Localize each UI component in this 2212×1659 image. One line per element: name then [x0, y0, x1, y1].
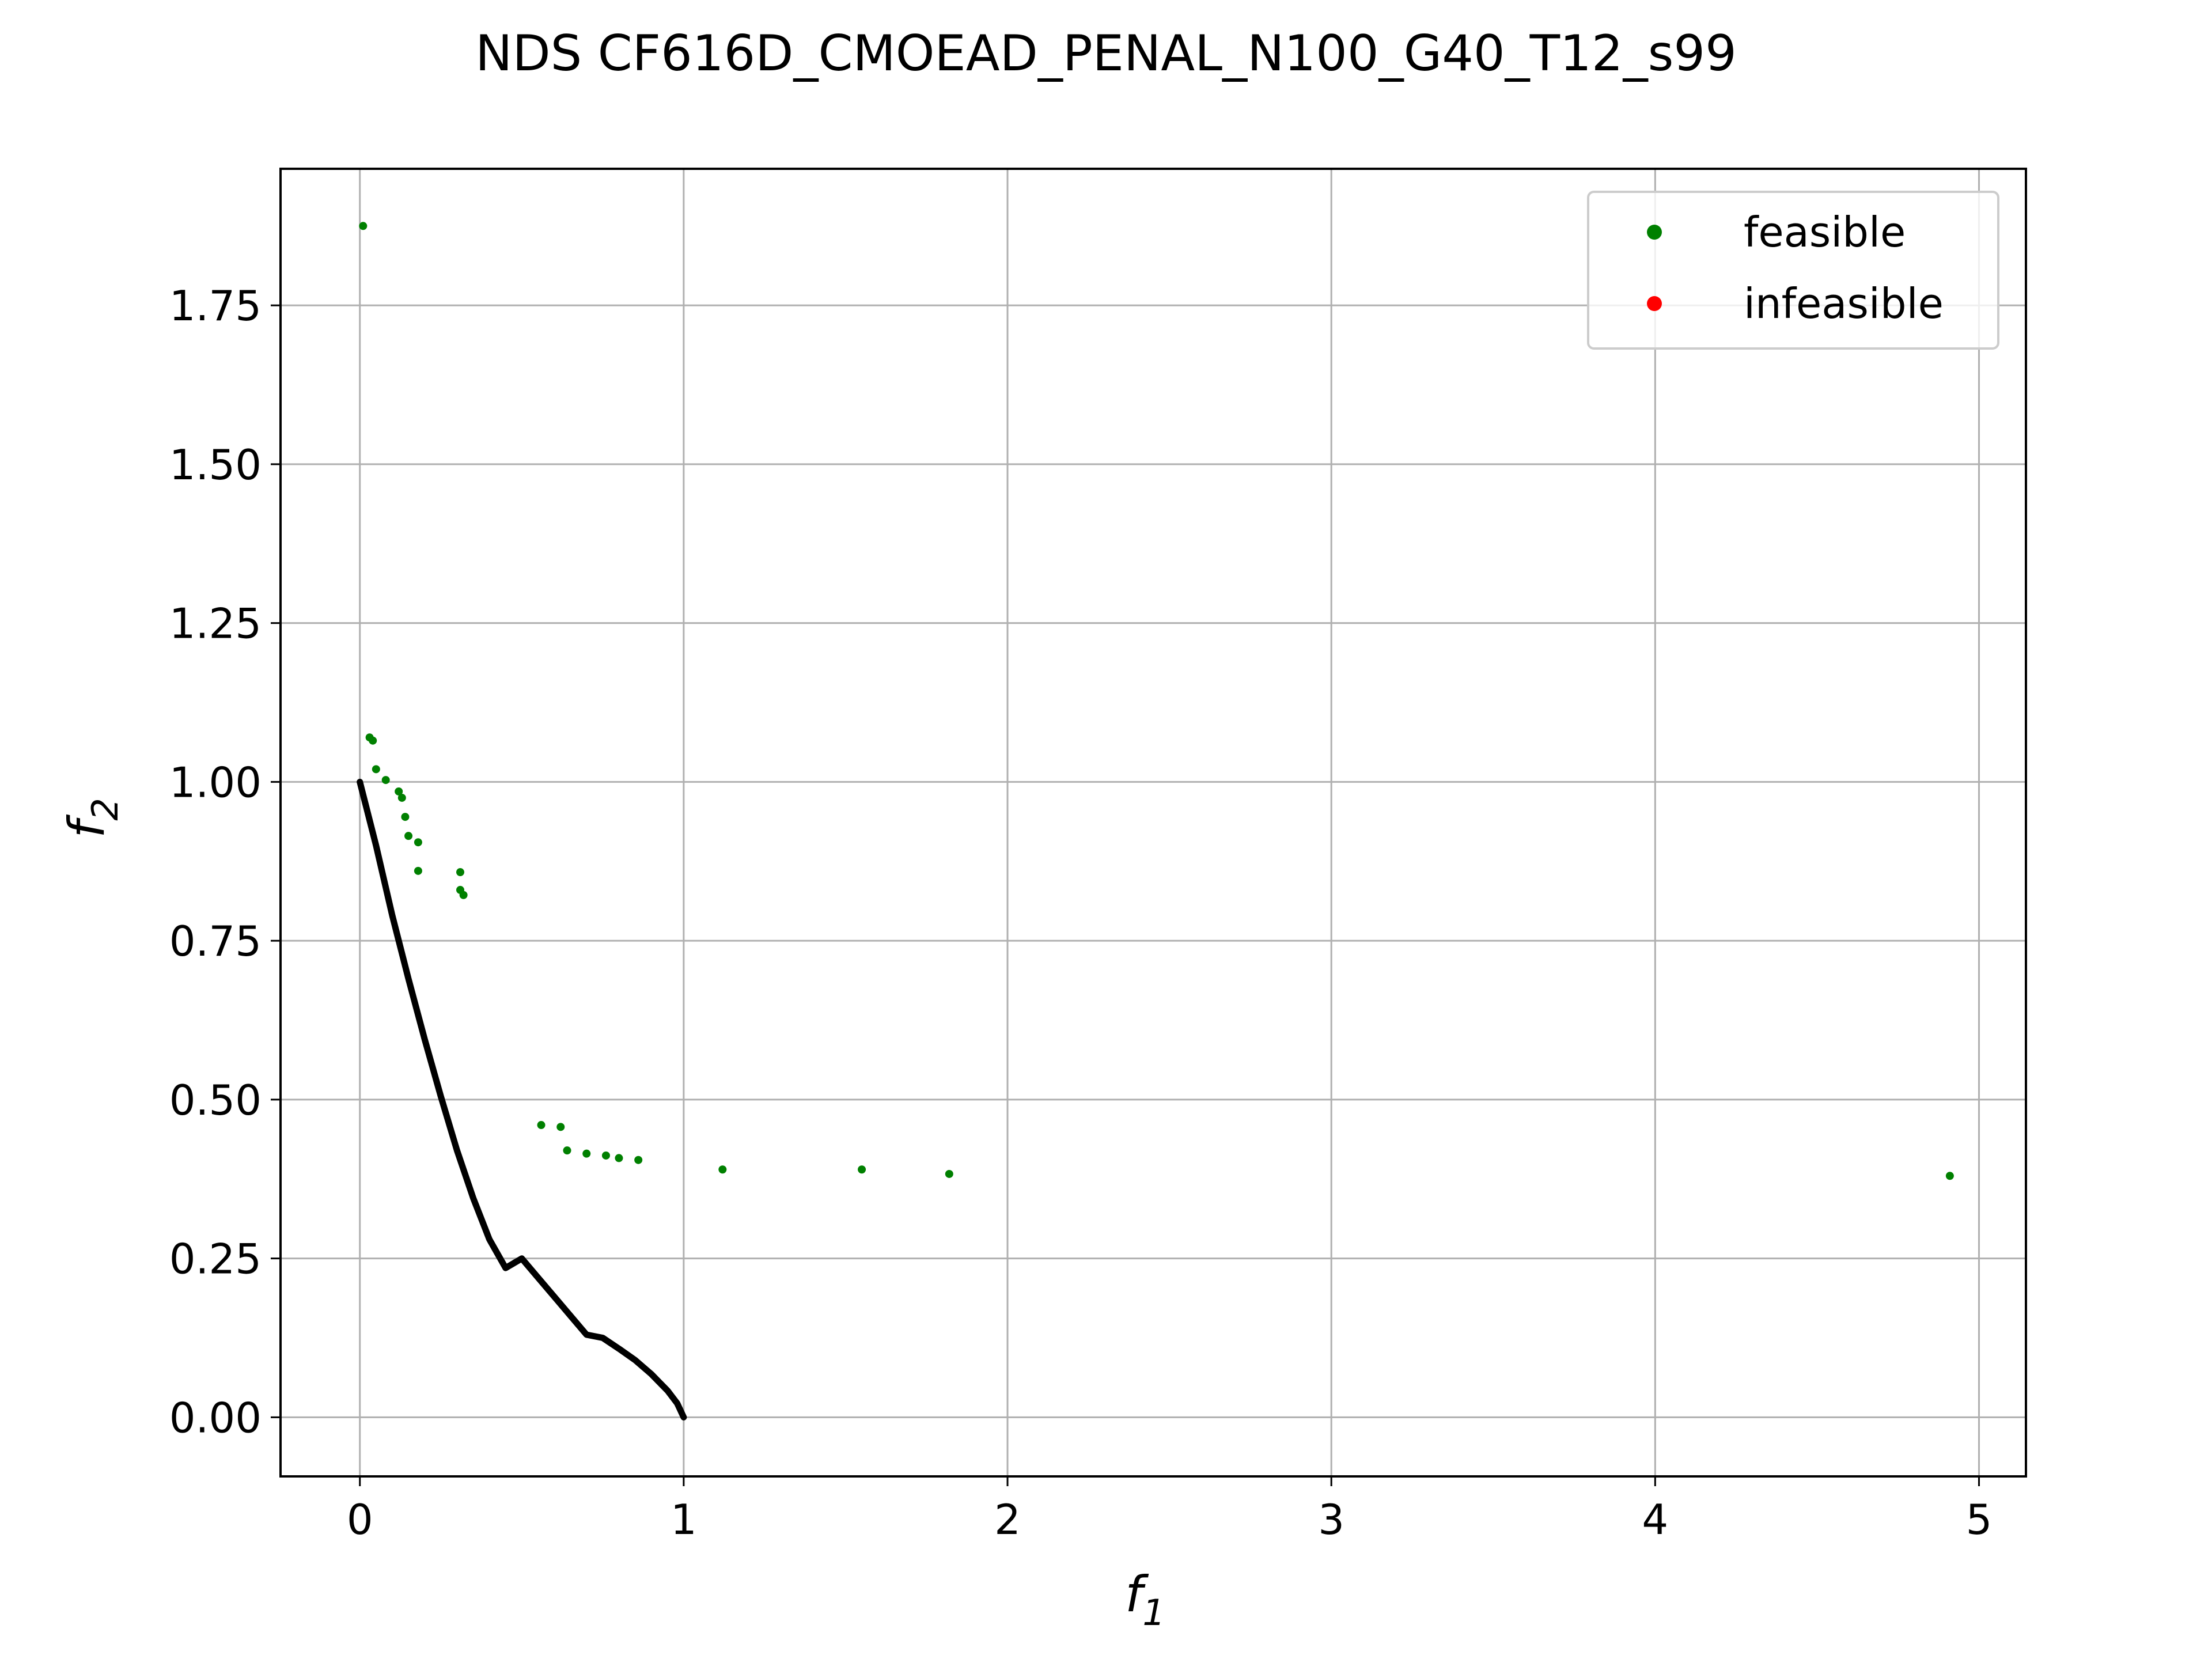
feasible-point: [414, 838, 422, 847]
feasible-point: [381, 776, 390, 785]
x-tick-label: 0: [347, 1495, 373, 1544]
feasible-point: [1945, 1172, 1954, 1180]
feasible-point: [395, 787, 403, 796]
feasible-point: [945, 1169, 953, 1178]
feasible-point: [404, 832, 413, 840]
pareto-front-line: [357, 778, 687, 1421]
feasible-point: [556, 1123, 565, 1131]
feasible-point: [401, 813, 410, 821]
y-tick-label: 0.50: [169, 1076, 262, 1124]
feasible-point: [456, 868, 464, 877]
feasible-point: [459, 891, 468, 899]
y-axis-ticks: 0.00 0.25 0.50 0.75 1.00 1.25 1.50 1.75: [169, 282, 281, 1442]
legend-label-feasible: feasible: [1744, 208, 1906, 256]
chart-title: NDS CF616D_CMOEAD_PENAL_N100_G40_T12_s99: [475, 25, 1737, 82]
y-tick-label: 0.25: [169, 1235, 262, 1283]
y-tick-label: 0.00: [169, 1393, 262, 1442]
y-tick-label: 1.00: [169, 758, 262, 806]
pareto-front-curve: [357, 778, 687, 1421]
x-tick-label: 2: [994, 1495, 1021, 1544]
legend-box: [1587, 191, 1999, 350]
x-axis-ticks: 0 1 2 3 4 5: [347, 1476, 1993, 1544]
feasible-point: [369, 736, 377, 745]
feasible-point: [718, 1165, 727, 1174]
x-tick-label: 3: [1318, 1495, 1344, 1544]
y-tick-label: 1.75: [169, 282, 262, 330]
legend: feasible infeasible: [1587, 191, 1999, 350]
plot-frame: [279, 168, 2027, 1478]
feasible-point: [359, 222, 368, 230]
y-tick-label: 1.50: [169, 441, 262, 489]
y-axis-label: f2: [58, 798, 126, 838]
feasible-point: [601, 1151, 610, 1160]
feasible-point: [858, 1165, 866, 1174]
y-tick-label: 0.75: [169, 917, 262, 965]
legend-marker-infeasible: [1647, 296, 1662, 311]
feasible-points: [359, 222, 1954, 1180]
feasible-point: [537, 1121, 546, 1130]
x-tick-label: 4: [1642, 1495, 1668, 1544]
x-tick-label: 5: [1966, 1495, 1993, 1544]
feasible-point: [615, 1154, 623, 1162]
x-tick-label: 1: [671, 1495, 697, 1544]
feasible-point: [372, 765, 380, 774]
feasible-point: [634, 1156, 643, 1164]
feasible-point: [582, 1149, 591, 1158]
x-axis-label: f1: [1125, 1566, 1165, 1634]
legend-marker-feasible: [1647, 225, 1662, 240]
feasible-point: [397, 793, 406, 802]
y-tick-label: 1.25: [169, 600, 262, 648]
legend-label-infeasible: infeasible: [1744, 279, 1944, 328]
feasible-point: [563, 1146, 571, 1155]
feasible-point: [414, 866, 422, 875]
